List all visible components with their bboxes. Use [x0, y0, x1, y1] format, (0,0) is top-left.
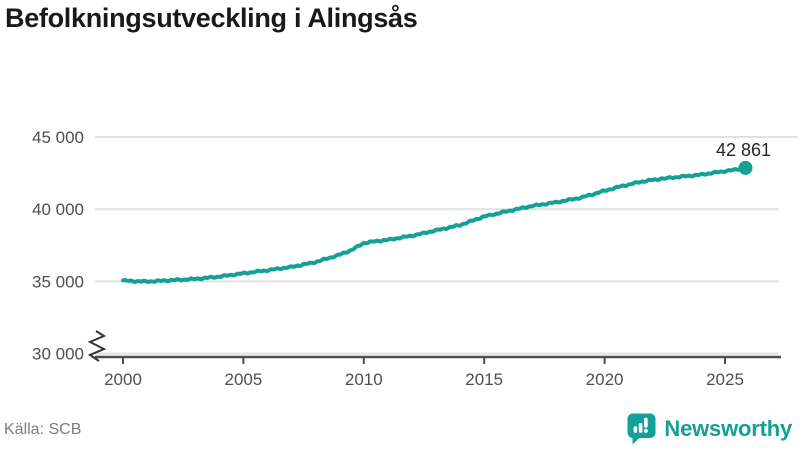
x-tick-label: 2020 [586, 370, 624, 389]
x-tick-label: 2005 [224, 370, 262, 389]
y-tick-label: 45 000 [32, 128, 84, 147]
y-tick-label: 30 000 [32, 345, 84, 364]
endpoint-value-label: 42 861 [716, 140, 771, 160]
y-tick-label: 35 000 [32, 272, 84, 291]
chart-title: Befolkningsutveckling i Alingsås [5, 3, 418, 33]
axis-break-icon [87, 330, 107, 362]
x-tick-label: 2015 [465, 370, 503, 389]
source-label: Källa: SCB [4, 421, 82, 438]
population-line-series [121, 165, 748, 285]
x-tick-label: 2000 [104, 370, 142, 389]
x-tick-label: 2025 [706, 370, 744, 389]
y-tick-label: 40 000 [32, 200, 84, 219]
newsworthy-logo[interactable]: Newsworthy [627, 413, 792, 445]
x-tick-label: 2010 [345, 370, 383, 389]
newsworthy-wordmark: Newsworthy [664, 416, 792, 441]
endpoint-marker [738, 160, 753, 175]
newsworthy-bubble-chart-icon [627, 413, 656, 445]
